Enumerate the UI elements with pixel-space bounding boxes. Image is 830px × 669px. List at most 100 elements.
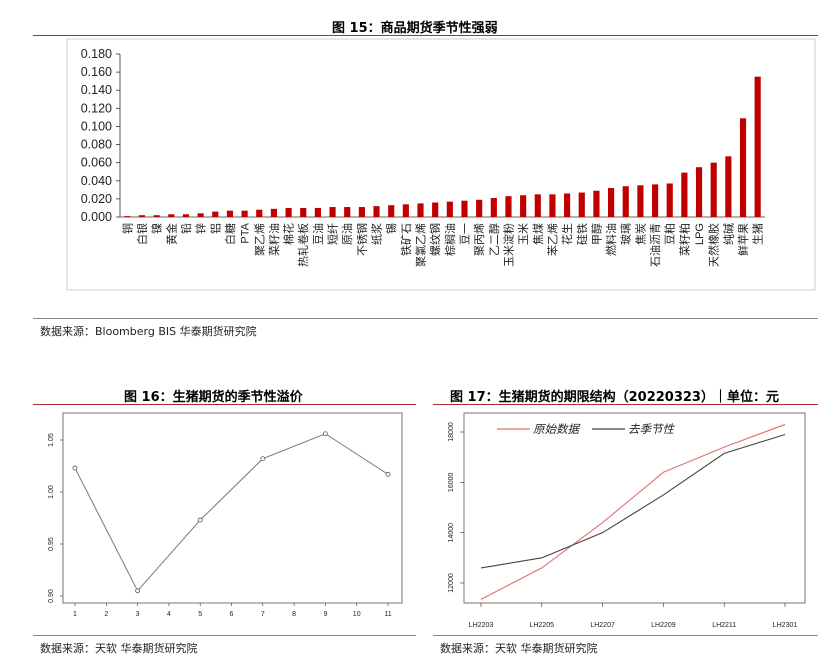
fig15-x-tick-label: 螺纹钢 (428, 223, 442, 256)
fig16-y-tick-label: 0.95 (48, 537, 55, 551)
fig15-x-tick-label: 铜 (120, 223, 134, 234)
fig15-x-tick-label: 不锈钢 (356, 223, 369, 256)
fig17-top-rule (433, 404, 818, 405)
fig15-x-tick-label: PTA (240, 222, 252, 243)
fig15-plot-frame (66, 38, 816, 291)
fig15-bottom-rule (33, 318, 818, 319)
fig15-x-tick-label: 豆油 (311, 223, 325, 245)
fig17-bottom-rule (433, 635, 818, 636)
fig15-x-tick-label: 棕榈油 (443, 223, 457, 256)
fig15-bar (388, 205, 395, 217)
fig15-bar (182, 214, 190, 217)
fig15-x-tick-label: 石油沥青 (648, 223, 662, 267)
fig15-y-tick-label: 0.080 (81, 138, 112, 152)
fig15-bar (373, 206, 380, 217)
fig16-x-tick-label: 1 (73, 611, 77, 618)
fig15-x-tick-label: 短纤 (326, 223, 340, 245)
fig15-bar (314, 207, 321, 217)
fig15-bar (725, 156, 732, 217)
fig15-bar (197, 213, 204, 217)
fig15-bar (534, 194, 541, 217)
fig15-bar (593, 190, 600, 217)
fig17-series-line-2 (480, 433, 786, 569)
fig15-bar (681, 172, 688, 217)
fig16-source: 数据来源：天软 华泰期货研究院 (40, 642, 198, 655)
fig15-x-tick-label: 燃料油 (604, 223, 618, 256)
fig16-x-tick-label: 5 (198, 611, 202, 618)
fig15-y-tick-label: 0.040 (81, 174, 112, 188)
fig15-bar (520, 195, 527, 217)
fig15-bar (476, 199, 483, 217)
fig15-x-tick-label: 锡 (384, 223, 398, 234)
fig15-x-tick-label: 黄金 (164, 223, 178, 245)
fig16-point (260, 456, 266, 462)
fig15-x-tick-label: 原油 (340, 223, 354, 245)
fig17-source: 数据来源：天软 华泰期货研究院 (440, 642, 598, 655)
fig15-x-tick-label: 生猪 (751, 223, 765, 245)
fig15-bar (549, 194, 556, 217)
fig17-title: 图 17：生猪期货的期限结构（20220323）｜单位：元 (450, 390, 779, 405)
fig15-y-tick-label: 0.100 (81, 119, 112, 133)
fig15-bar (358, 207, 365, 217)
fig15-bar (138, 215, 146, 217)
fig15-x-tick-label: 玉米淀粉 (501, 223, 515, 267)
fig17-x-tick-label: LH2205 (530, 622, 555, 629)
fig15-x-tick-label: 锌 (194, 223, 208, 234)
fig15-x-tick-label: 白糖 (223, 223, 237, 245)
fig16-x-tick-label: 3 (136, 611, 140, 618)
fig16-x-tick-label: 2 (104, 611, 108, 618)
fig15-bar (695, 167, 703, 217)
fig16-point (72, 465, 78, 471)
fig15-bar (651, 184, 659, 217)
fig15-y-tick-label: 0.060 (81, 156, 112, 170)
fig15-bar (754, 76, 761, 217)
fig17-x-tick-label: LH2209 (651, 622, 676, 629)
fig15-x-tick-label: 苯乙烯 (545, 223, 559, 256)
fig16-top-rule (33, 404, 416, 405)
fig16-title: 图 16：生猪期货的季节性溢价 (124, 390, 303, 405)
fig17-y-tick-label: 18000 (448, 422, 455, 442)
fig15-bar (241, 210, 248, 217)
fig17-y-tick-label: 12000 (448, 573, 455, 593)
fig17-y-tick-label: 16000 (448, 472, 455, 492)
fig15-x-tick-label: 聚氯乙烯 (414, 223, 428, 267)
fig15-x-tick-label: 豆一 (459, 223, 471, 245)
fig16-x-tick-label: 8 (292, 611, 296, 618)
fig15-y-tick-label: 0.160 (81, 65, 112, 79)
fig17-x-tick-label: LH2207 (590, 622, 615, 629)
fig17-x-tick-label: LH2211 (712, 622, 736, 629)
fig15-x-tick-label: 纸浆 (370, 223, 384, 245)
fig15-bar (285, 207, 292, 217)
fig15-bar (432, 202, 439, 217)
fig15-x-tick-label: 聚乙烯 (253, 223, 266, 256)
fig16-point (322, 431, 328, 437)
fig17-legend-label-raw: 原始数据 (533, 423, 580, 436)
fig15-bar (168, 214, 175, 217)
fig16-x-tick-label: 6 (230, 611, 234, 618)
fig16-y-tick-label: 1.05 (48, 433, 55, 447)
fig15-x-tick-label: 豆粕 (663, 223, 677, 245)
fig15-x-tick-label: 棉花 (282, 223, 296, 245)
fig15-y-tick-label: 0.140 (81, 83, 112, 97)
fig15-bar (564, 193, 571, 217)
fig15-bar (402, 204, 409, 217)
fig15-bar (226, 210, 234, 217)
fig16-point (135, 588, 141, 594)
fig15-bar (505, 196, 512, 217)
fig15-bar (300, 207, 307, 217)
fig15-x-tick-label: 铝 (208, 223, 222, 234)
fig15-bar (710, 162, 717, 217)
fig15-x-tick-label: 菜籽粕 (677, 223, 691, 256)
fig15-bar (622, 186, 629, 217)
fig15-x-tick-label: 铁矿石 (400, 223, 413, 256)
fig17-legend-label-adj: 去季节性 (628, 423, 675, 436)
fig15-x-tick-label: 乙二醇 (487, 223, 501, 256)
fig15-bar (490, 197, 497, 217)
fig15-bar (739, 118, 747, 217)
fig15-bar (637, 185, 644, 217)
fig16-x-tick-label: 7 (261, 611, 265, 618)
fig15-x-tick-label: 聚丙烯 (473, 223, 486, 256)
fig15-x-tick-label: 玉米 (517, 223, 530, 245)
